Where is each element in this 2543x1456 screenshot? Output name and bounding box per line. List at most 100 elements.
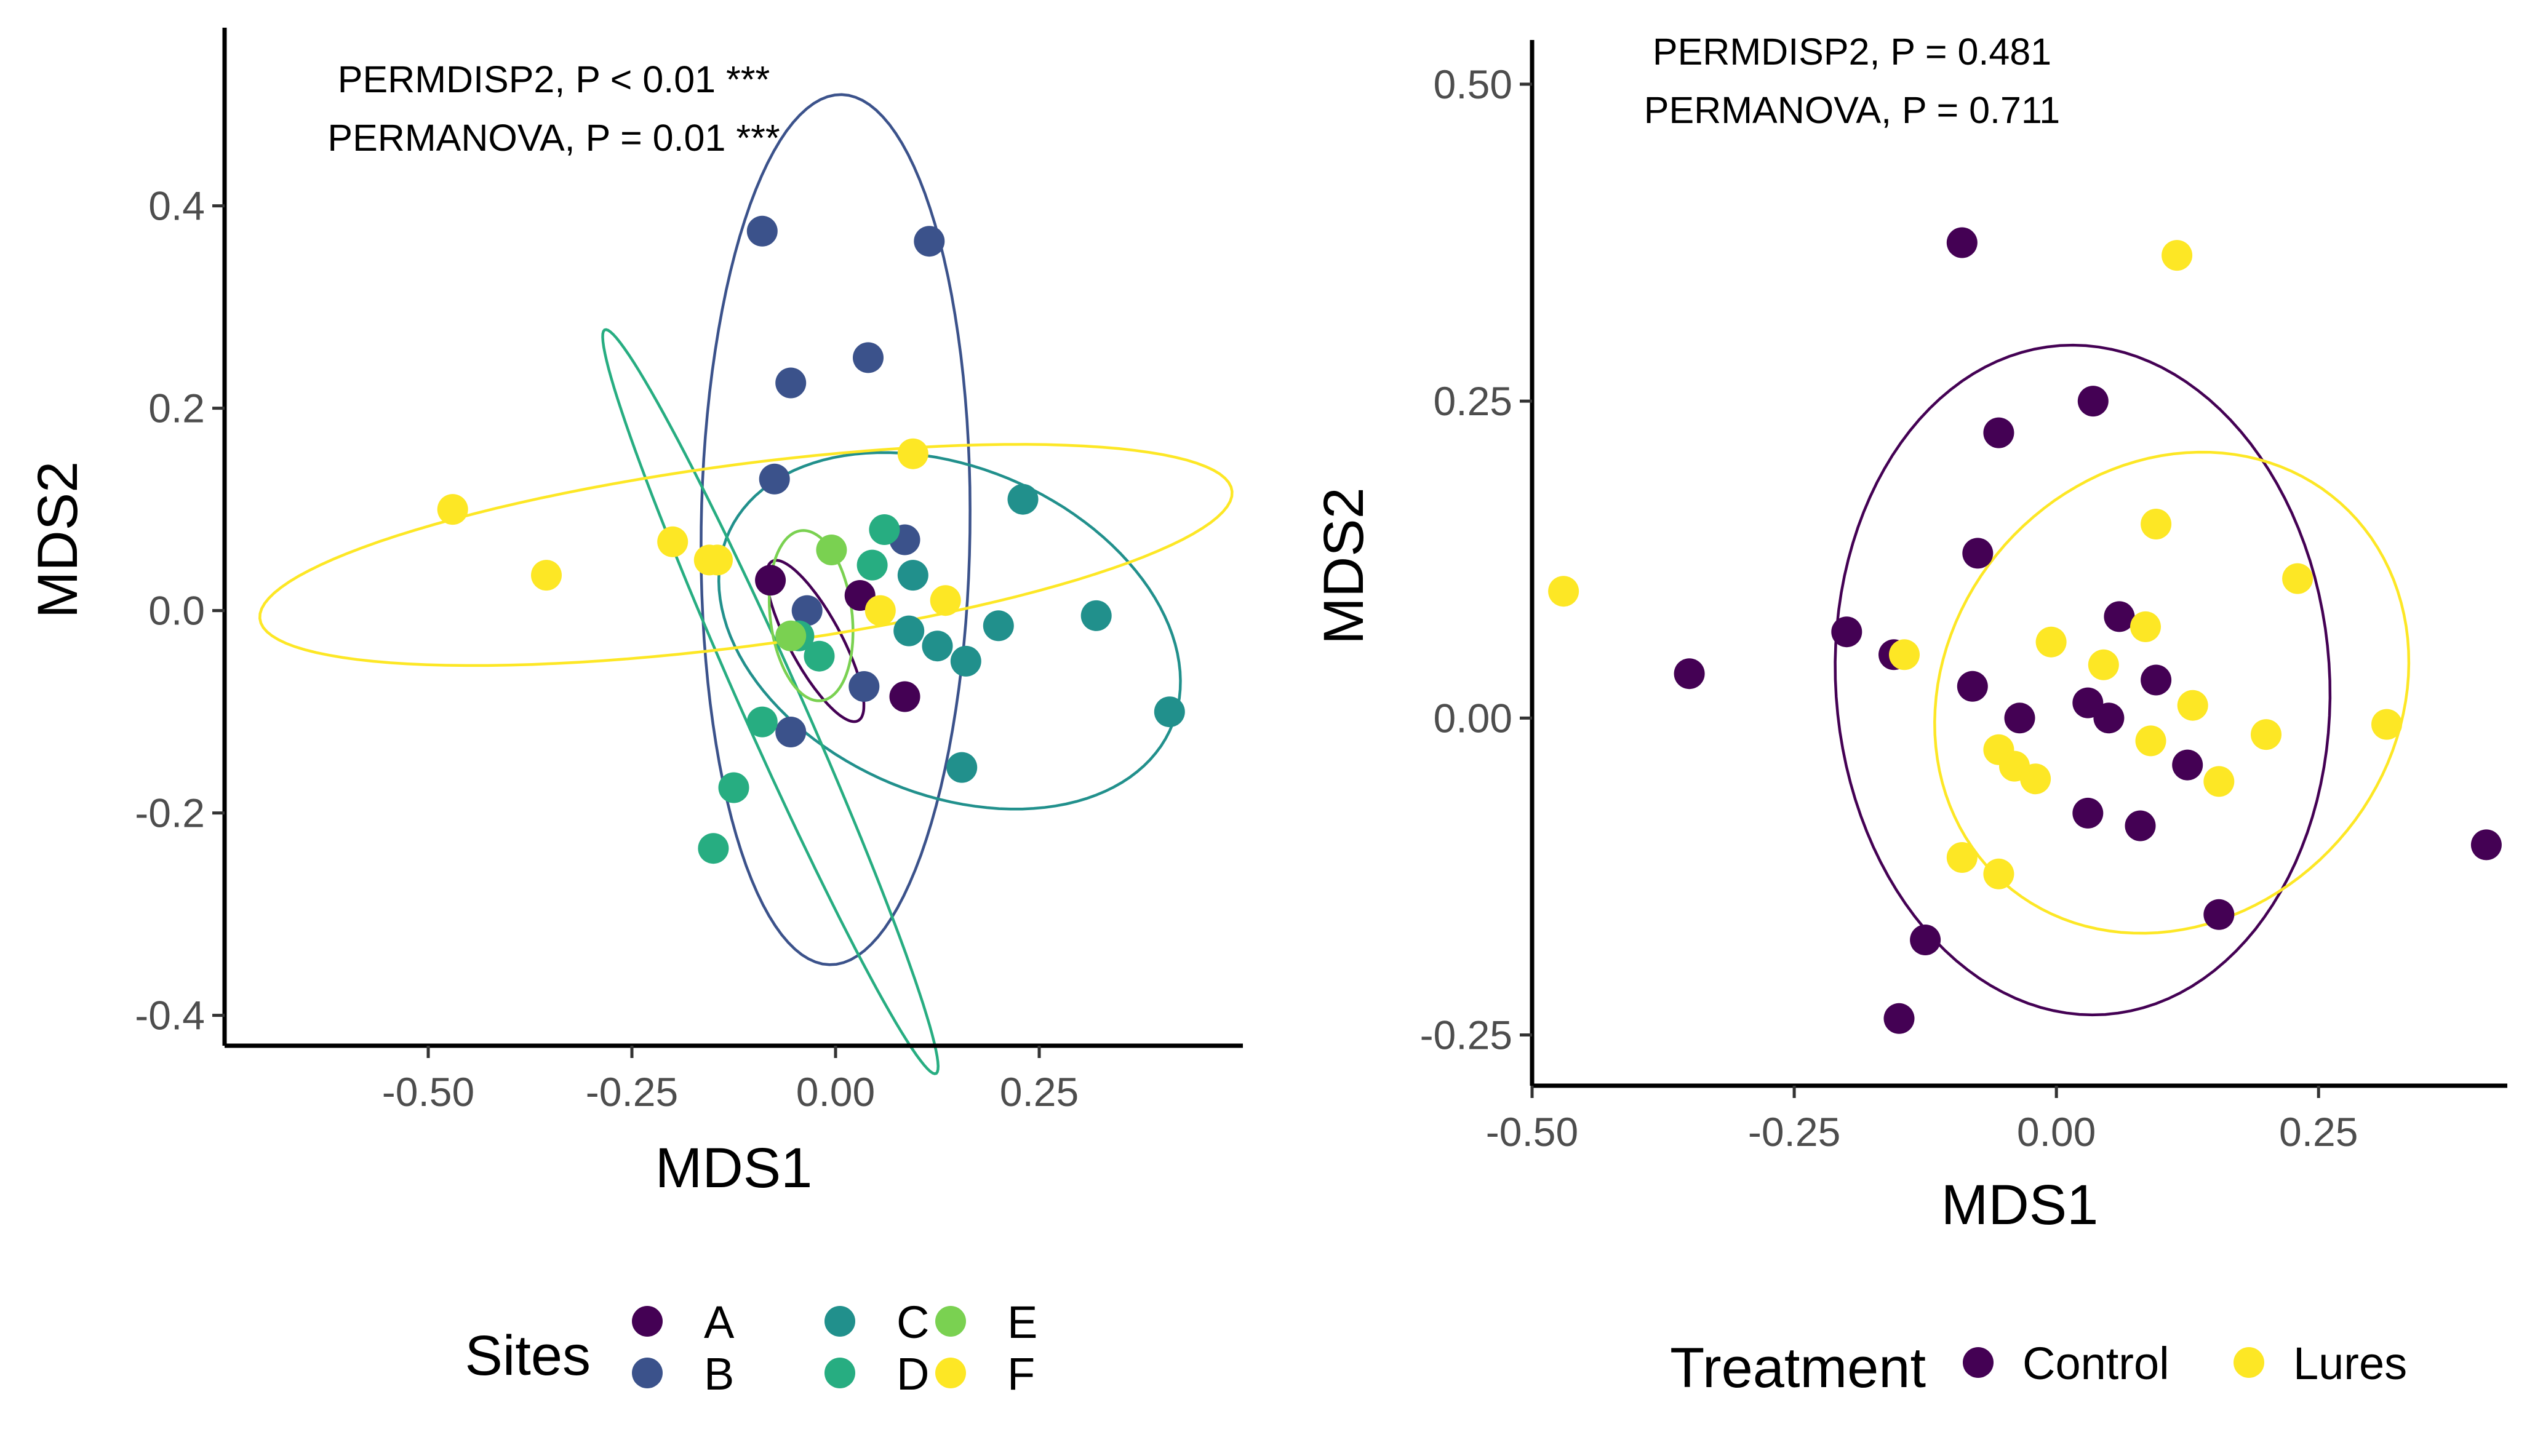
point-control	[2077, 386, 2109, 417]
point-lures	[2135, 725, 2166, 757]
x-axis-title: MDS1	[655, 1137, 813, 1199]
x-tick-label: -0.50	[382, 1069, 474, 1115]
point-f	[897, 438, 928, 469]
point-b	[759, 463, 790, 495]
point-control	[1962, 538, 1994, 569]
x-tick-label: 0.00	[2017, 1109, 2096, 1155]
panel-treatment: -0.50 -0.25 0.00 0.25 -0.25 0.00 0.25 0.50 MDS1 M…	[1312, 31, 2507, 1236]
stats-annotation: PERMANOVA, P = 0.01 ***	[327, 117, 780, 159]
stats-annotation: PERMANOVA, P = 0.711	[1644, 89, 2060, 131]
legend-title: Treatment	[1670, 1337, 1926, 1399]
y-tick-label: -0.4	[135, 993, 205, 1038]
y-tick-label: -0.25	[1420, 1012, 1512, 1058]
y-axis-title: MDS2	[1312, 487, 1375, 645]
point-c	[922, 631, 953, 662]
ellipse-lures	[1933, 450, 2411, 935]
point-lures	[1548, 576, 1579, 607]
point-lures	[2162, 240, 2193, 271]
point-lures	[2088, 649, 2119, 680]
legend-label: F	[1007, 1348, 1035, 1399]
x-tick-label: -0.25	[1748, 1109, 1840, 1155]
point-b	[848, 671, 880, 702]
point-lures	[2177, 690, 2208, 721]
legend-sites: Sites AB CD EF	[465, 1297, 1037, 1399]
point-f	[531, 560, 562, 591]
x-tick-label: 0.25	[1000, 1069, 1079, 1115]
legend-label: E	[1007, 1297, 1037, 1348]
point-control	[1674, 658, 1705, 690]
ellipse-a	[765, 559, 866, 723]
point-lures	[2130, 611, 2161, 642]
point-lures	[2251, 719, 2282, 750]
point-lures	[2035, 626, 2067, 658]
legend-label: Control	[2022, 1338, 2170, 1389]
point-b	[791, 595, 823, 626]
point-e	[775, 620, 807, 651]
point-control	[2203, 899, 2235, 930]
y-tick-label: 0.4	[148, 183, 205, 229]
point-control	[2104, 601, 2135, 632]
legend-key-f	[935, 1358, 966, 1388]
y-tick-label: 0.25	[1434, 378, 1512, 424]
stats-annotation: PERMDISP2, P < 0.01 ***	[338, 58, 770, 100]
ellipse-control	[1834, 343, 2332, 1017]
point-lures	[2141, 509, 2172, 539]
ellipse-e	[767, 529, 855, 702]
point-control	[2004, 702, 2035, 734]
point-b	[746, 215, 778, 247]
point-d	[856, 549, 888, 581]
point-control	[2072, 797, 2104, 829]
point-lures	[1946, 842, 1978, 873]
ellipse-b	[700, 93, 972, 966]
point-lures	[2371, 709, 2402, 740]
legend-key-d	[824, 1358, 855, 1388]
point-control	[1910, 925, 1941, 955]
point-d	[804, 640, 835, 672]
point-a	[889, 681, 920, 712]
legend-treatment: Treatment Control Lures	[1670, 1337, 2407, 1399]
point-f	[437, 494, 468, 525]
legend-label: Lures	[2293, 1338, 2407, 1389]
point-b	[775, 717, 807, 747]
point-a	[755, 565, 786, 596]
point-control	[1883, 1003, 1915, 1034]
y-tick-label: 0.50	[1434, 62, 1512, 107]
ellipse-d	[601, 328, 940, 1075]
legend-key-lures	[2234, 1347, 2264, 1378]
point-f	[864, 595, 896, 626]
legend-key-c	[824, 1306, 855, 1337]
point-lures	[1983, 858, 2014, 889]
point-c	[893, 615, 925, 646]
point-f	[930, 585, 961, 616]
y-axis-title: MDS2	[26, 461, 89, 619]
point-lures	[2282, 563, 2313, 594]
y-tick-label: 0.00	[1434, 695, 1512, 741]
point-c	[950, 645, 981, 677]
point-control	[2141, 664, 2172, 696]
x-tick-label: -0.25	[586, 1069, 678, 1115]
point-control	[1957, 670, 1988, 702]
point-e	[816, 535, 847, 565]
point-b	[914, 226, 945, 257]
legend-key-control	[1963, 1347, 1994, 1378]
point-control	[1831, 616, 1862, 648]
point-lures	[2203, 766, 2235, 797]
x-axis-title: MDS1	[1941, 1174, 2099, 1236]
point-control	[1946, 227, 1978, 258]
point-f	[657, 526, 689, 557]
point-control	[2470, 829, 2502, 861]
point-c	[1154, 696, 1185, 728]
y-tick-label: 0.2	[148, 386, 205, 431]
ellipse-f	[258, 443, 1234, 667]
legend-key-b	[632, 1358, 663, 1388]
point-lures	[2020, 763, 2051, 795]
point-c	[897, 560, 928, 591]
point-d	[698, 833, 729, 864]
legend-label: C	[896, 1297, 929, 1348]
x-tick-label: -0.50	[1486, 1109, 1578, 1155]
y-tick-label: 0.0	[148, 588, 205, 634]
y-tick-label: -0.2	[135, 790, 205, 836]
point-d	[869, 514, 900, 545]
